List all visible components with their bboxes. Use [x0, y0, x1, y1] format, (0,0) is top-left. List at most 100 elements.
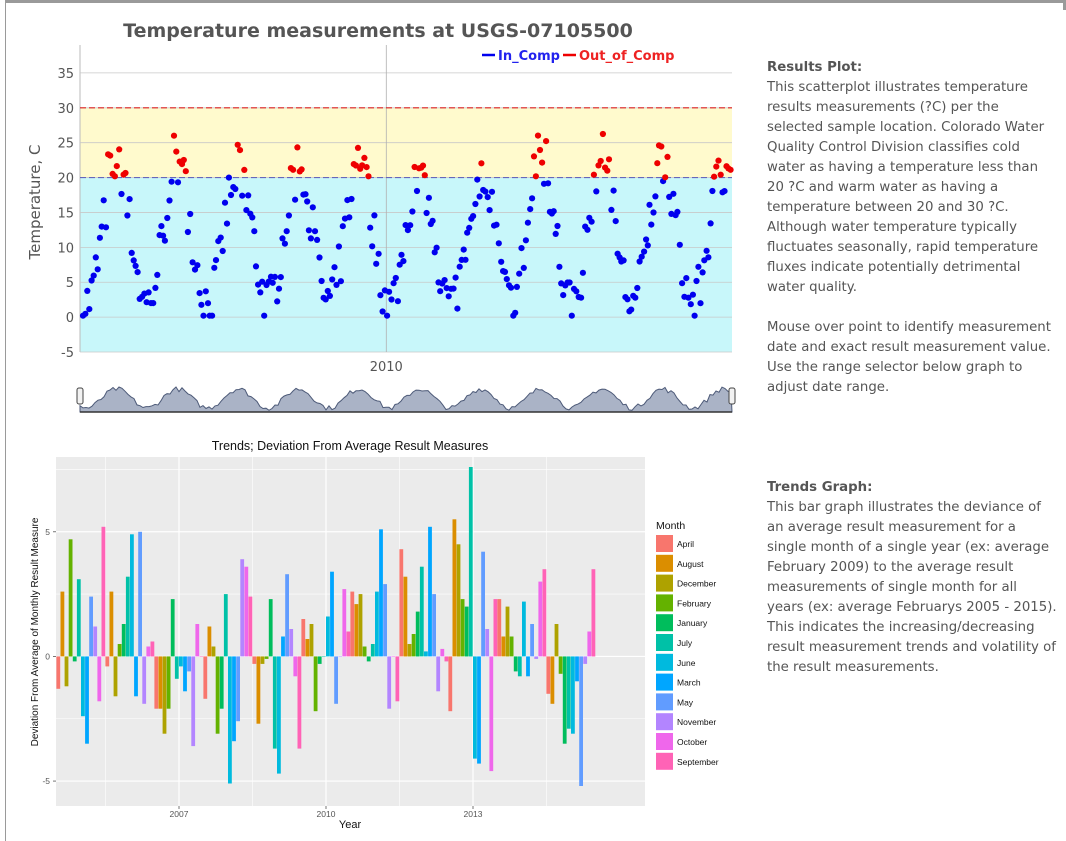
in-comp-point[interactable] [707, 220, 714, 227]
in-comp-point[interactable] [470, 213, 477, 220]
in-comp-point[interactable] [423, 209, 430, 217]
in-comp-point[interactable] [554, 222, 561, 230]
out-of-comp-point[interactable] [170, 132, 178, 139]
in-comp-point[interactable] [200, 312, 207, 319]
in-comp-point[interactable] [221, 199, 229, 206]
in-comp-point[interactable] [693, 277, 700, 285]
in-comp-point[interactable] [652, 193, 659, 200]
in-comp-point[interactable] [404, 227, 411, 234]
in-comp-point[interactable] [429, 217, 436, 224]
in-comp-point[interactable] [96, 234, 103, 241]
in-comp-point[interactable] [450, 285, 457, 292]
in-comp-point[interactable] [560, 292, 567, 299]
in-comp-point[interactable] [460, 246, 467, 253]
out-of-comp-point[interactable] [234, 141, 241, 148]
out-of-comp-point[interactable] [365, 173, 372, 180]
in-comp-point[interactable] [145, 289, 152, 296]
in-comp-point[interactable] [339, 223, 346, 230]
out-of-comp-point[interactable] [298, 166, 305, 173]
in-comp-point[interactable] [261, 312, 268, 319]
in-comp-point[interactable] [641, 248, 648, 255]
in-comp-point[interactable] [239, 192, 246, 199]
out-of-comp-point[interactable] [543, 138, 550, 145]
in-comp-point[interactable] [674, 208, 681, 215]
in-comp-point[interactable] [513, 283, 521, 290]
out-of-comp-point[interactable] [727, 166, 734, 173]
in-comp-point[interactable] [545, 180, 552, 187]
in-comp-point[interactable] [309, 204, 316, 211]
in-comp-point[interactable] [277, 274, 284, 281]
out-of-comp-point[interactable] [180, 156, 187, 164]
in-comp-point[interactable] [166, 197, 173, 204]
in-comp-point[interactable] [194, 262, 201, 269]
out-of-comp-point[interactable] [122, 169, 129, 177]
in-comp-point[interactable] [437, 288, 444, 295]
in-comp-point[interactable] [102, 224, 110, 231]
in-comp-point[interactable] [326, 292, 333, 299]
in-comp-point[interactable] [126, 196, 133, 203]
in-comp-point[interactable] [687, 301, 694, 308]
in-comp-point[interactable] [452, 274, 459, 281]
in-comp-point[interactable] [187, 210, 194, 218]
in-comp-point[interactable] [636, 258, 643, 265]
out-of-comp-point[interactable] [290, 166, 297, 173]
in-comp-point[interactable] [281, 240, 288, 247]
in-comp-point[interactable] [275, 285, 283, 292]
out-of-comp-point[interactable] [662, 174, 669, 181]
in-comp-point[interactable] [152, 284, 159, 291]
in-comp-point[interactable] [612, 218, 619, 225]
in-comp-point[interactable] [709, 187, 716, 195]
range-selector-right-handle[interactable] [728, 387, 736, 405]
in-comp-point[interactable] [154, 271, 161, 278]
out-of-comp-point[interactable] [664, 153, 671, 160]
legend-in-comp-label[interactable]: In_Comp [498, 49, 560, 64]
out-of-comp-point[interactable] [717, 171, 724, 178]
in-comp-point[interactable] [628, 306, 635, 313]
in-comp-point[interactable] [331, 264, 338, 271]
in-comp-point[interactable] [160, 232, 167, 239]
out-of-comp-point[interactable] [711, 173, 718, 180]
out-of-comp-point[interactable] [534, 132, 542, 139]
in-comp-point[interactable] [346, 214, 353, 221]
in-comp-point[interactable] [552, 230, 559, 237]
in-comp-point[interactable] [425, 194, 432, 201]
in-comp-point[interactable] [150, 300, 157, 307]
in-comp-point[interactable] [670, 190, 677, 197]
in-comp-point[interactable] [462, 256, 469, 263]
in-comp-point[interactable] [413, 187, 421, 195]
in-comp-point[interactable] [337, 278, 344, 285]
in-comp-point[interactable] [283, 228, 290, 235]
out-of-comp-point[interactable] [421, 172, 428, 179]
in-comp-point[interactable] [610, 187, 617, 194]
in-comp-point[interactable] [158, 223, 165, 230]
in-comp-point[interactable] [243, 207, 250, 214]
out-of-comp-point[interactable] [111, 173, 118, 180]
out-of-comp-point[interactable] [173, 148, 180, 155]
in-comp-point[interactable] [211, 264, 218, 271]
in-comp-point[interactable] [348, 195, 355, 203]
in-comp-point[interactable] [304, 198, 311, 205]
in-comp-point[interactable] [92, 254, 99, 261]
in-comp-point[interactable] [409, 208, 416, 215]
in-comp-point[interactable] [196, 290, 203, 297]
in-comp-point[interactable] [407, 222, 414, 229]
in-comp-point[interactable] [648, 221, 655, 228]
in-comp-point[interactable] [643, 236, 650, 243]
in-comp-point[interactable] [274, 298, 281, 305]
in-comp-point[interactable] [373, 260, 380, 267]
in-comp-point[interactable] [472, 200, 479, 208]
in-comp-point[interactable] [644, 242, 651, 249]
in-comp-point[interactable] [685, 294, 692, 301]
in-comp-point[interactable] [285, 212, 292, 219]
in-comp-point[interactable] [456, 263, 463, 270]
in-comp-point[interactable] [697, 300, 704, 307]
in-comp-point[interactable] [88, 277, 95, 284]
in-comp-point[interactable] [556, 263, 563, 270]
range-selector[interactable] [76, 378, 736, 413]
out-of-comp-point[interactable] [294, 144, 301, 151]
in-comp-point[interactable] [164, 214, 171, 222]
in-comp-point[interactable] [245, 192, 252, 199]
in-comp-point[interactable] [307, 235, 314, 242]
in-comp-point[interactable] [324, 287, 331, 295]
in-comp-point[interactable] [578, 294, 585, 301]
